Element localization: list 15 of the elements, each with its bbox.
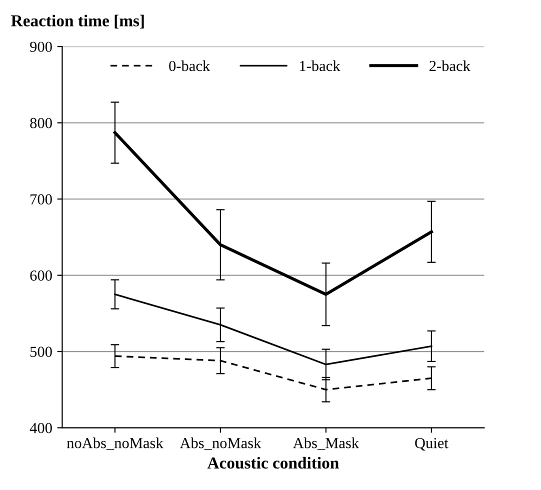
chart-title: Reaction time [ms] xyxy=(11,14,144,28)
x-tick-label: Abs_Mask xyxy=(293,437,360,450)
y-tick-label: 900 xyxy=(30,42,52,52)
x-axis-title: Acoustic condition xyxy=(207,456,339,469)
x-tick-label: Quiet xyxy=(415,438,448,451)
y-tick-label: 600 xyxy=(30,270,52,281)
y-tick-label: 800 xyxy=(30,118,52,128)
y-tick-label: 400 xyxy=(30,422,52,434)
x-tick-label: noAbs_noMask xyxy=(66,437,164,450)
legend-label: 1-back xyxy=(300,60,340,72)
y-tick-label: 500 xyxy=(30,346,52,357)
x-tick-label: Abs_noMask xyxy=(180,437,262,450)
legend-label: 0-back xyxy=(169,60,210,72)
y-tick-label: 700 xyxy=(30,194,52,204)
legend-label: 2-back xyxy=(430,60,470,72)
